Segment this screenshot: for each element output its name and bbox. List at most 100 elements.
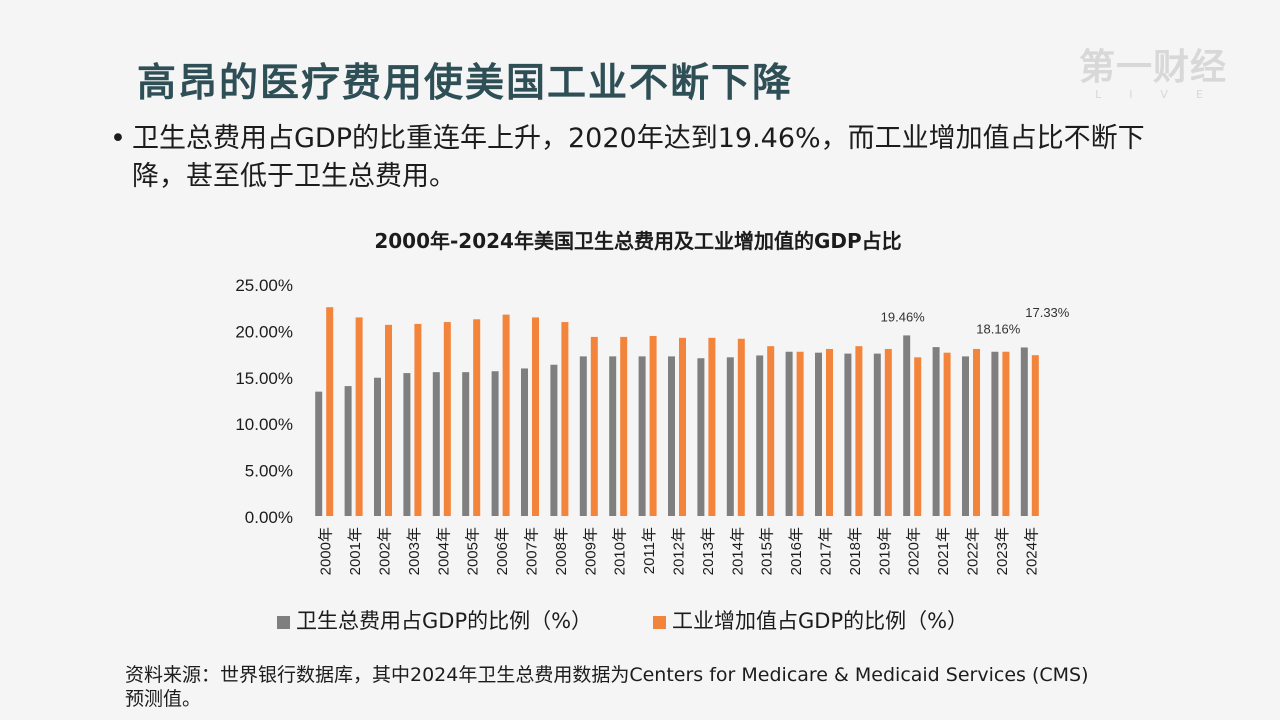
- x-tick-label: 2004年: [435, 527, 452, 575]
- bar-industry: [443, 322, 451, 516]
- x-tick-label: 2005年: [465, 527, 482, 575]
- bar-industry: [502, 314, 510, 516]
- bullet-text: 卫生总费用占GDP的比重连年上升，2020年达到19.46%，而工业增加值占比不…: [132, 123, 1145, 192]
- legend-swatch-health: [277, 616, 290, 629]
- data-label: 18.16%: [976, 321, 1021, 336]
- x-tick-label: 2017年: [818, 527, 835, 575]
- y-tick-label: 10.00%: [235, 415, 293, 434]
- x-tick-label: 2022年: [965, 527, 982, 575]
- legend-swatch-industry: [653, 616, 666, 629]
- bar-health: [432, 372, 440, 516]
- bar-health: [521, 368, 528, 516]
- x-tick-label: 2014年: [729, 527, 746, 575]
- y-tick-label: 5.00%: [245, 462, 293, 481]
- x-tick-label: 2020年: [906, 527, 923, 575]
- x-tick-label: 2010年: [612, 527, 629, 575]
- data-label: 19.46%: [881, 309, 926, 324]
- bar-health: [668, 356, 675, 516]
- bar-industry: [326, 307, 334, 516]
- x-tick-label: 2021年: [935, 527, 952, 575]
- y-tick-label: 25.00%: [235, 276, 293, 295]
- bar-industry: [620, 336, 628, 516]
- bar-health: [579, 356, 587, 516]
- bar-health: [991, 351, 999, 516]
- bar-industry: [855, 346, 863, 516]
- bar-health: [815, 352, 822, 516]
- bar-industry: [708, 337, 716, 516]
- slide-title: 高昂的医疗费用使美国工业不断下降: [137, 60, 794, 106]
- x-tick-label: 2003年: [406, 527, 423, 575]
- bar-industry: [414, 323, 422, 516]
- bar-industry: [355, 317, 363, 516]
- legend-label-industry: 工业增加值占GDP的比例（%）: [672, 609, 968, 633]
- x-tick-label: 2000年: [318, 527, 335, 575]
- x-tick-label: 2006年: [494, 527, 511, 575]
- bar-chart: 2000年-2024年美国卫生总费用及工业增加值的GDP占比 0.00% 5.00%…: [235, 229, 1070, 633]
- broadcaster-logo: 第一财经 LIVE: [1068, 48, 1238, 110]
- bar-health: [962, 356, 969, 516]
- x-tick-label: 2007年: [524, 527, 541, 575]
- bar-health: [697, 358, 705, 516]
- bar-industry: [590, 336, 598, 516]
- x-tick-label: 2001年: [347, 527, 364, 575]
- x-tick-label: 2016年: [788, 527, 805, 575]
- bar-industry: [649, 335, 657, 516]
- bar-health: [315, 391, 323, 516]
- bar-health: [462, 372, 470, 516]
- data-label: 17.33%: [1025, 305, 1070, 320]
- bar-health: [344, 386, 352, 516]
- bar-health: [638, 356, 646, 516]
- bar-health: [374, 377, 381, 516]
- source-line-2: 预测值。: [125, 688, 202, 710]
- bar-health: [609, 356, 617, 516]
- bar-health: [403, 373, 411, 516]
- x-tick-label: 2008年: [553, 527, 570, 575]
- x-tick-label: 2023年: [994, 527, 1011, 575]
- bar-health: [756, 355, 764, 516]
- x-tick-label: 2012年: [671, 527, 688, 575]
- bar-industry: [796, 351, 804, 516]
- x-tick-label: 2009年: [582, 527, 599, 575]
- source-note: 资料来源：世界银行数据库，其中2024年卫生总费用数据为Centers for …: [125, 663, 1205, 711]
- bar-industry: [532, 317, 539, 516]
- x-tick-label: 2018年: [847, 527, 864, 575]
- y-tick-label: 15.00%: [235, 369, 293, 388]
- bar-health: [550, 364, 558, 516]
- bar-health: [491, 371, 499, 516]
- bar-industry: [884, 348, 892, 516]
- bar-industry: [1002, 351, 1010, 516]
- bar-industry: [385, 324, 392, 516]
- y-tick-label: 0.00%: [245, 508, 293, 527]
- bar-health: [1020, 347, 1028, 516]
- x-tick-label: 2011年: [641, 527, 658, 574]
- bar-health: [785, 351, 793, 516]
- chart-title: 2000年-2024年美国卫生总费用及工业增加值的GDP占比: [374, 229, 901, 253]
- bar-health: [726, 357, 734, 516]
- bar-industry: [973, 348, 980, 516]
- source-line-1: 资料来源：世界银行数据库，其中2024年卫生总费用数据为Centers for …: [125, 664, 1089, 686]
- bar-health: [932, 347, 940, 516]
- bar-industry: [943, 352, 951, 516]
- x-tick-label: 2002年: [377, 527, 394, 575]
- bar-health: [873, 353, 881, 516]
- bar-industry: [737, 338, 745, 516]
- bar-industry: [561, 322, 569, 516]
- bar-industry: [826, 348, 833, 516]
- x-tick-label: 2019年: [876, 527, 893, 575]
- bar-industry: [473, 319, 481, 516]
- bullet-dot: •: [110, 123, 126, 154]
- x-tick-label: 2013年: [700, 527, 717, 575]
- bar-industry: [767, 346, 775, 516]
- legend-label-health: 卫生总费用占GDP的比例（%）: [296, 609, 592, 633]
- x-tick-label: 2024年: [1023, 527, 1040, 575]
- y-tick-label: 20.00%: [235, 322, 293, 341]
- bar-industry: [679, 337, 686, 516]
- bar-industry: [914, 357, 922, 516]
- bar-industry: [1031, 355, 1039, 516]
- bar-health: [903, 335, 911, 516]
- logo-live-text: LIVE: [1095, 88, 1231, 101]
- bar-health: [844, 353, 852, 516]
- x-tick-label: 2015年: [759, 527, 776, 575]
- logo-main-text: 第一财经: [1078, 47, 1227, 88]
